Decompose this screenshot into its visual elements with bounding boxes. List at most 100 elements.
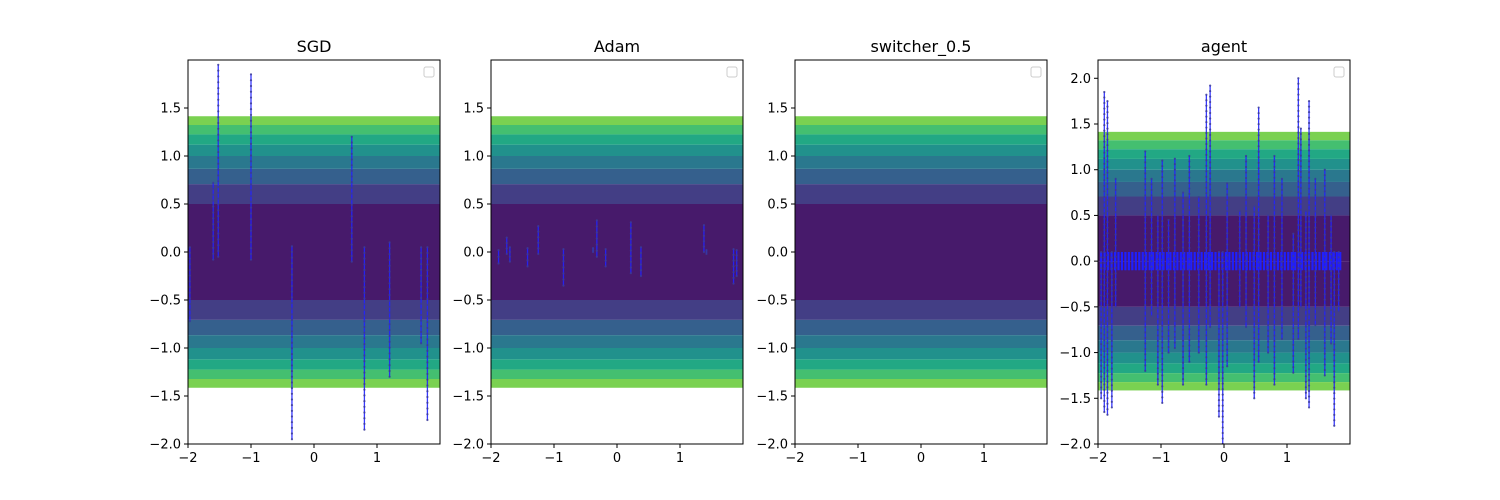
legend-box xyxy=(1030,66,1042,78)
trajectory-point xyxy=(1156,274,1159,277)
x-tick-label: −1 xyxy=(848,451,867,466)
trajectory-point xyxy=(1181,339,1185,342)
trajectory-point xyxy=(1209,221,1212,224)
trajectory-point xyxy=(188,251,191,254)
trajectory-point xyxy=(1156,307,1159,310)
trajectory xyxy=(249,73,253,261)
contour-band xyxy=(1098,306,1350,326)
trajectory-point xyxy=(1292,249,1295,252)
trajectory-point xyxy=(1333,321,1336,324)
trajectory-point xyxy=(1244,187,1248,191)
trajectory-point xyxy=(1297,283,1300,286)
trajectory-point xyxy=(1173,303,1176,306)
contour-band xyxy=(491,125,743,135)
trajectory-point xyxy=(350,152,353,155)
trajectory xyxy=(1144,150,1147,372)
trajectory-point xyxy=(1244,160,1248,163)
trajectory-point xyxy=(1257,355,1260,358)
contour-band xyxy=(1098,373,1350,383)
trajectory-point xyxy=(188,285,191,289)
trajectory-point xyxy=(702,229,706,232)
trajectory-point xyxy=(217,75,220,78)
trajectory-point xyxy=(1304,336,1307,339)
trajectory-point xyxy=(249,165,253,169)
trajectory-point xyxy=(249,102,253,105)
trajectory-point xyxy=(1267,214,1270,217)
y-tick-label: 1.0 xyxy=(1070,163,1091,178)
y-tick-label: 1.0 xyxy=(767,150,788,165)
trajectory-point xyxy=(1244,221,1248,224)
trajectory-point xyxy=(1209,133,1212,137)
trajectory-point xyxy=(1304,226,1307,229)
trajectory-point xyxy=(249,136,253,140)
trajectory-point xyxy=(1103,394,1106,397)
trajectory-point xyxy=(1106,254,1109,257)
trajectory-point xyxy=(1273,285,1276,288)
trajectory-point xyxy=(217,156,220,159)
trajectory-point xyxy=(420,302,423,305)
trajectory-point xyxy=(1253,303,1256,307)
trajectory-point xyxy=(1307,127,1311,130)
trajectory-point xyxy=(350,260,353,263)
trajectory-point xyxy=(735,259,738,262)
y-tick-label: 1.5 xyxy=(1070,118,1091,133)
trajectory-point xyxy=(1205,356,1208,359)
trajectory-point xyxy=(1188,209,1191,212)
trajectory-point xyxy=(363,263,366,266)
trajectory-point xyxy=(1100,348,1103,351)
trajectory-point xyxy=(388,264,391,267)
trajectory-point xyxy=(1297,218,1300,221)
contour-band xyxy=(491,369,743,379)
trajectory-point xyxy=(1217,311,1221,314)
trajectory-point xyxy=(350,237,353,241)
trajectory-point xyxy=(1209,172,1212,175)
y-tick-label: 0.5 xyxy=(160,198,181,213)
trajectory-point xyxy=(1156,367,1159,370)
y-tick-label: 0.5 xyxy=(767,198,788,213)
trajectory-point xyxy=(1110,339,1113,342)
trajectory-point xyxy=(1238,247,1241,250)
trajectory-point xyxy=(1297,294,1300,297)
trajectory-point xyxy=(1197,212,1200,215)
trajectory-point xyxy=(1156,225,1159,228)
trajectory-point xyxy=(1161,187,1164,190)
trajectory-point xyxy=(1304,391,1307,394)
trajectory-point xyxy=(212,211,215,214)
trajectory-point xyxy=(1197,301,1200,304)
trajectory-point xyxy=(1217,404,1221,407)
trajectory-point xyxy=(1257,139,1260,142)
trajectory-point xyxy=(1226,343,1229,346)
trajectory-point xyxy=(212,252,215,255)
trajectory-point xyxy=(1144,166,1147,169)
trajectory-point xyxy=(1181,306,1185,309)
trajectory-point xyxy=(1226,226,1229,229)
trajectory-point xyxy=(505,236,508,239)
trajectory-point xyxy=(1188,311,1191,315)
trajectory-point xyxy=(1333,397,1336,400)
trajectory-point xyxy=(1292,299,1295,302)
trajectory-point xyxy=(1188,176,1191,179)
trajectory-point xyxy=(249,96,253,99)
trajectory-point xyxy=(363,280,366,283)
trajectory-point xyxy=(1100,299,1103,302)
trajectory-point xyxy=(1217,289,1221,292)
trajectory-point xyxy=(1103,344,1106,347)
trajectory-point xyxy=(1333,408,1336,411)
trajectory-point xyxy=(1100,364,1103,367)
trajectory-point xyxy=(1188,322,1191,325)
trajectory-point xyxy=(1197,273,1200,276)
trajectory-point xyxy=(290,426,294,429)
trajectory-point xyxy=(1337,250,1340,254)
trajectory-point xyxy=(1323,341,1326,345)
trajectory-point xyxy=(591,248,595,252)
trajectory-point xyxy=(1304,358,1307,361)
trajectory-point xyxy=(1299,176,1302,179)
trajectory-point xyxy=(426,320,429,324)
trajectory-point xyxy=(1181,240,1185,244)
trajectory-point xyxy=(212,217,215,220)
trajectory-point xyxy=(1209,205,1212,208)
trajectory-point xyxy=(1257,310,1260,314)
trajectory-point xyxy=(1333,392,1336,395)
trajectory-point xyxy=(1205,295,1208,299)
trajectory-point xyxy=(1297,299,1300,302)
